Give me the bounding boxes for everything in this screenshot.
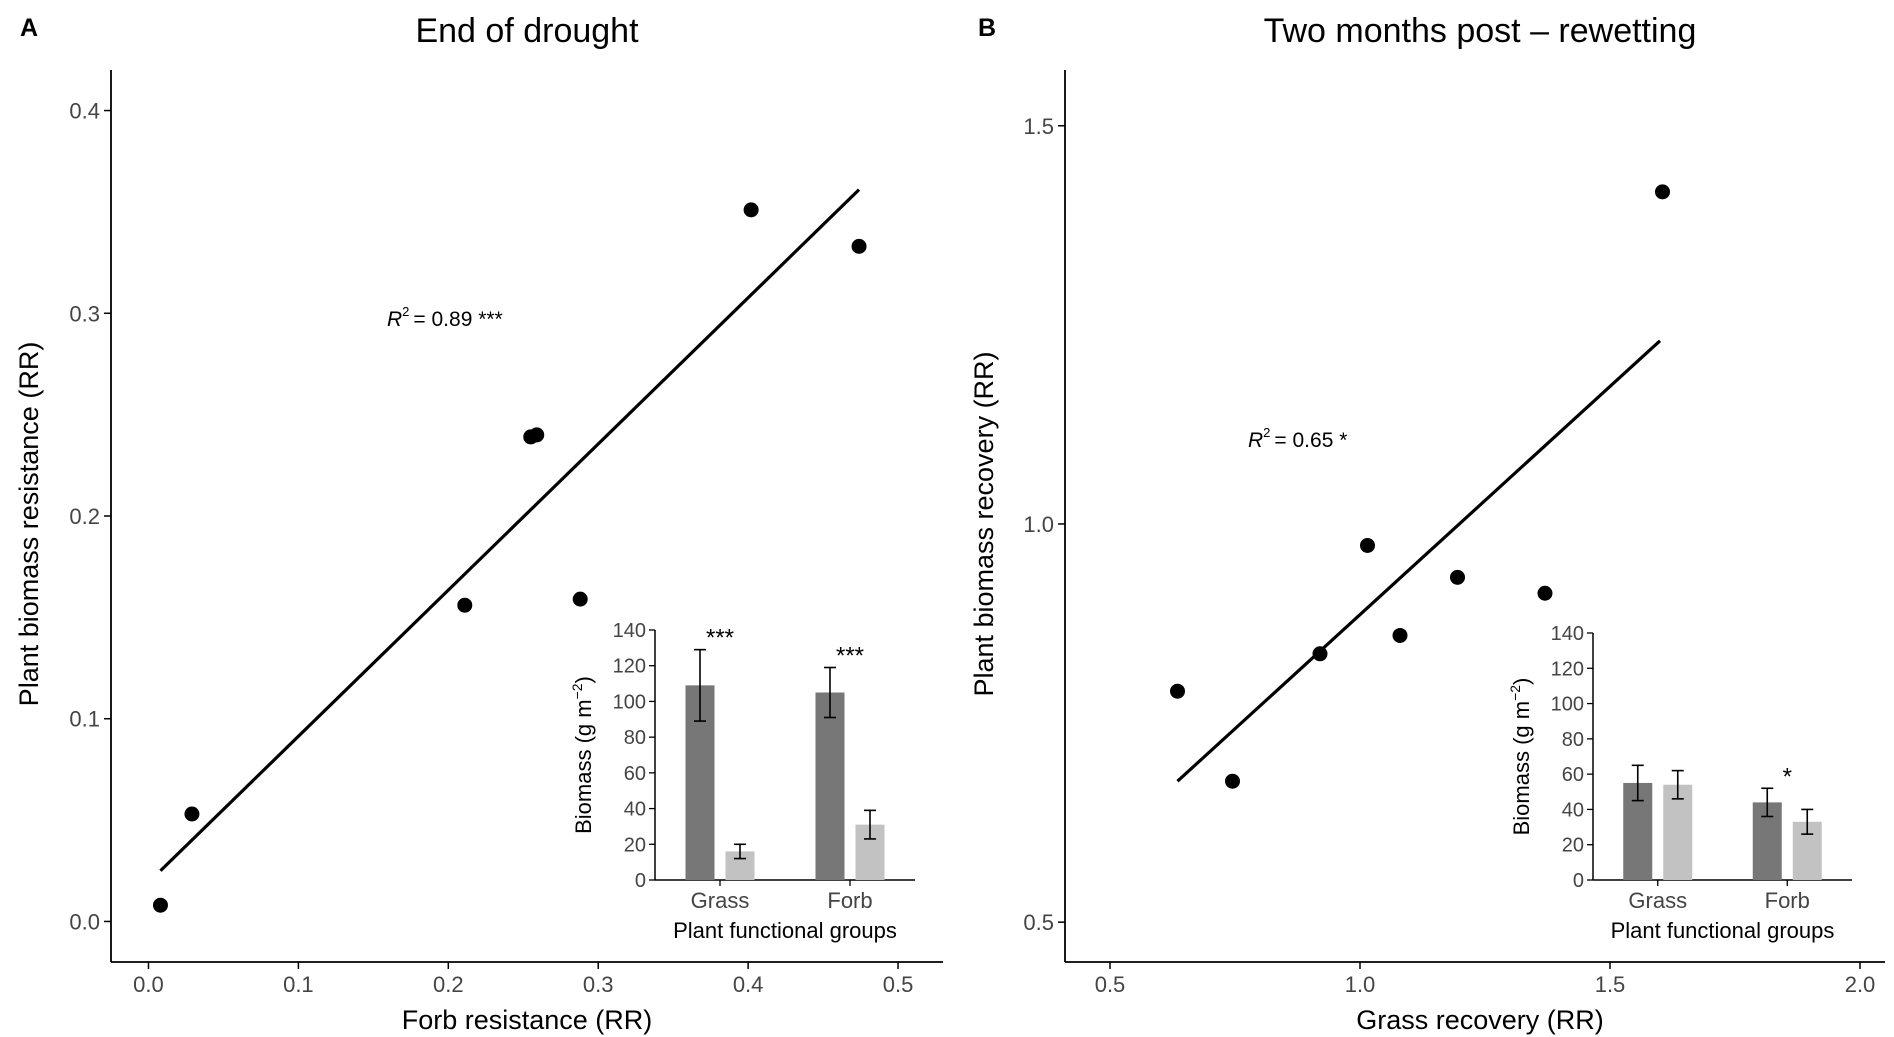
inset-bar	[815, 692, 845, 880]
panel-letter: A	[20, 14, 38, 42]
x-tick-label: 0.5	[1095, 972, 1126, 997]
inset-bar	[1663, 784, 1693, 880]
inset-y-tick-label: 140	[1551, 623, 1584, 645]
x-tick-label: 0.5	[883, 972, 914, 997]
inset-x-tick-label: Forb	[827, 888, 872, 913]
r2-value: = 0.65 *	[1274, 429, 1347, 452]
inset-y-tick-label: 80	[624, 727, 646, 749]
inset-y-axis-label: Biomass (g m−2)	[569, 676, 596, 834]
inset-y-tick-label: 0	[635, 870, 646, 892]
data-point	[851, 238, 867, 254]
inset-y-tick-label: 20	[1562, 835, 1584, 857]
y-tick-label: 0.4	[69, 99, 100, 124]
panel-letter: B	[978, 14, 996, 42]
inset-y-tick-label: 80	[1562, 729, 1584, 751]
y-tick-label: 0.2	[69, 504, 100, 529]
data-point	[1360, 537, 1375, 553]
inset-y-tick-label: 120	[613, 656, 646, 678]
significance-marker: ***	[706, 625, 734, 652]
data-point	[184, 806, 200, 822]
inset-y-tick-label: 100	[1551, 694, 1584, 716]
inset-x-tick-label: Forb	[1765, 888, 1810, 913]
data-point	[1655, 184, 1670, 200]
chart-title: Two months post – rewetting	[1264, 12, 1697, 50]
inset-y-tick-label: 20	[624, 834, 646, 856]
inset-y-tick-label: 60	[1562, 764, 1584, 786]
panel-a: A End of drought R2 = 0.89 *** 0.0 0.1 0.2 0…	[14, 12, 943, 1035]
x-axis-label: Forb resistance (RR)	[402, 1005, 653, 1035]
x-tick-label: 0.2	[433, 972, 464, 997]
x-tick-label: 0.3	[583, 972, 614, 997]
r2-exponent: 2	[1263, 425, 1270, 440]
inset-x-tick-label: Grass	[691, 888, 750, 913]
data-point	[572, 591, 588, 607]
inset-y-tick-label: 140	[613, 620, 646, 642]
significance-marker: *	[1783, 763, 1792, 790]
inset-y-label-text: Biomass (g m	[1509, 701, 1534, 835]
inset-x-axis-label: Plant functional groups	[673, 918, 897, 943]
y-tick-label: 0.1	[69, 707, 100, 732]
inset-x-tick-label: Grass	[1628, 888, 1687, 913]
data-point	[1312, 646, 1328, 662]
inset-y-tick-label: 40	[624, 799, 646, 821]
y-tick-label: 0.3	[69, 301, 100, 326]
y-tick-label: 1.0	[1023, 512, 1054, 537]
data-point	[1537, 585, 1553, 601]
inset-x-axis-label: Plant functional groups	[1611, 918, 1835, 943]
inset-y-label-close: )	[1509, 678, 1534, 685]
inset-y-tick-label: 40	[1562, 799, 1584, 821]
r2-symbol: R	[387, 308, 402, 331]
significance-marker: ***	[836, 643, 864, 670]
r-squared-annotation: R2 = 0.89 ***	[387, 304, 503, 331]
scatter-plot: 0.0 0.1 0.2 0.3 0.4 0.5 0.0 0.1 0.2 0.3 0.4 Forb re…	[14, 70, 943, 1035]
r2-symbol: R	[1248, 429, 1263, 452]
x-tick-label: 1.0	[1345, 972, 1376, 997]
y-axis-label: Plant biomass recovery (RR)	[969, 351, 999, 696]
data-point	[152, 897, 168, 913]
inset-y-axis-label: Biomass (g m−2)	[1507, 678, 1534, 836]
x-tick-label: 0.0	[133, 972, 164, 997]
x-axis-label: Grass recovery (RR)	[1356, 1005, 1604, 1035]
data-point	[457, 597, 473, 613]
inset-y-label-text: Biomass (g m	[571, 699, 596, 833]
x-tick-label: 0.1	[283, 972, 314, 997]
x-tick-label: 1.5	[1595, 972, 1626, 997]
inset-bar-chart: 0 20 40 60 80 100 120 140 Grass Forb * Plant functi…	[1507, 623, 1852, 943]
inset-y-tick-label: 60	[624, 763, 646, 785]
inset-y-label-exponent: −2	[569, 683, 585, 699]
r2-exponent: 2	[402, 304, 409, 319]
y-tick-label: 0.0	[69, 909, 100, 934]
data-point	[1170, 683, 1185, 699]
data-point	[529, 427, 545, 443]
inset-y-tick-label: 100	[613, 691, 646, 713]
data-point	[1392, 627, 1408, 643]
r2-value: = 0.89 ***	[413, 308, 502, 331]
chart-title: End of drought	[415, 12, 639, 50]
data-point	[1450, 569, 1465, 585]
scatter-plot: 0.5 1.0 1.5 2.0 0.5 1.0 1.5 Grass recovery (RR)…	[969, 70, 1885, 1035]
inset-y-label-exponent: −2	[1507, 685, 1523, 701]
y-tick-label: 0.5	[1023, 910, 1054, 935]
regression-line	[1176, 339, 1662, 783]
y-tick-label: 1.5	[1023, 114, 1054, 139]
y-axis-label: Plant biomass resistance (RR)	[14, 342, 44, 707]
x-tick-label: 0.4	[733, 972, 764, 997]
data-point	[1225, 773, 1240, 789]
inset-bar-chart: 0 20 40 60 80 100 120 140 Grass *** Forb *** Plant f…	[569, 620, 915, 943]
data-point	[743, 202, 759, 218]
inset-y-tick-label: 120	[1551, 658, 1584, 680]
inset-y-tick-label: 0	[1573, 870, 1584, 892]
regression-line	[159, 188, 861, 872]
r-squared-annotation: R2 = 0.65 *	[1248, 425, 1347, 452]
x-tick-label: 2.0	[1845, 972, 1876, 997]
panel-b: B Two months post – rewetting R2 = 0.65 *…	[969, 12, 1885, 1035]
inset-y-label-close: )	[571, 676, 596, 683]
